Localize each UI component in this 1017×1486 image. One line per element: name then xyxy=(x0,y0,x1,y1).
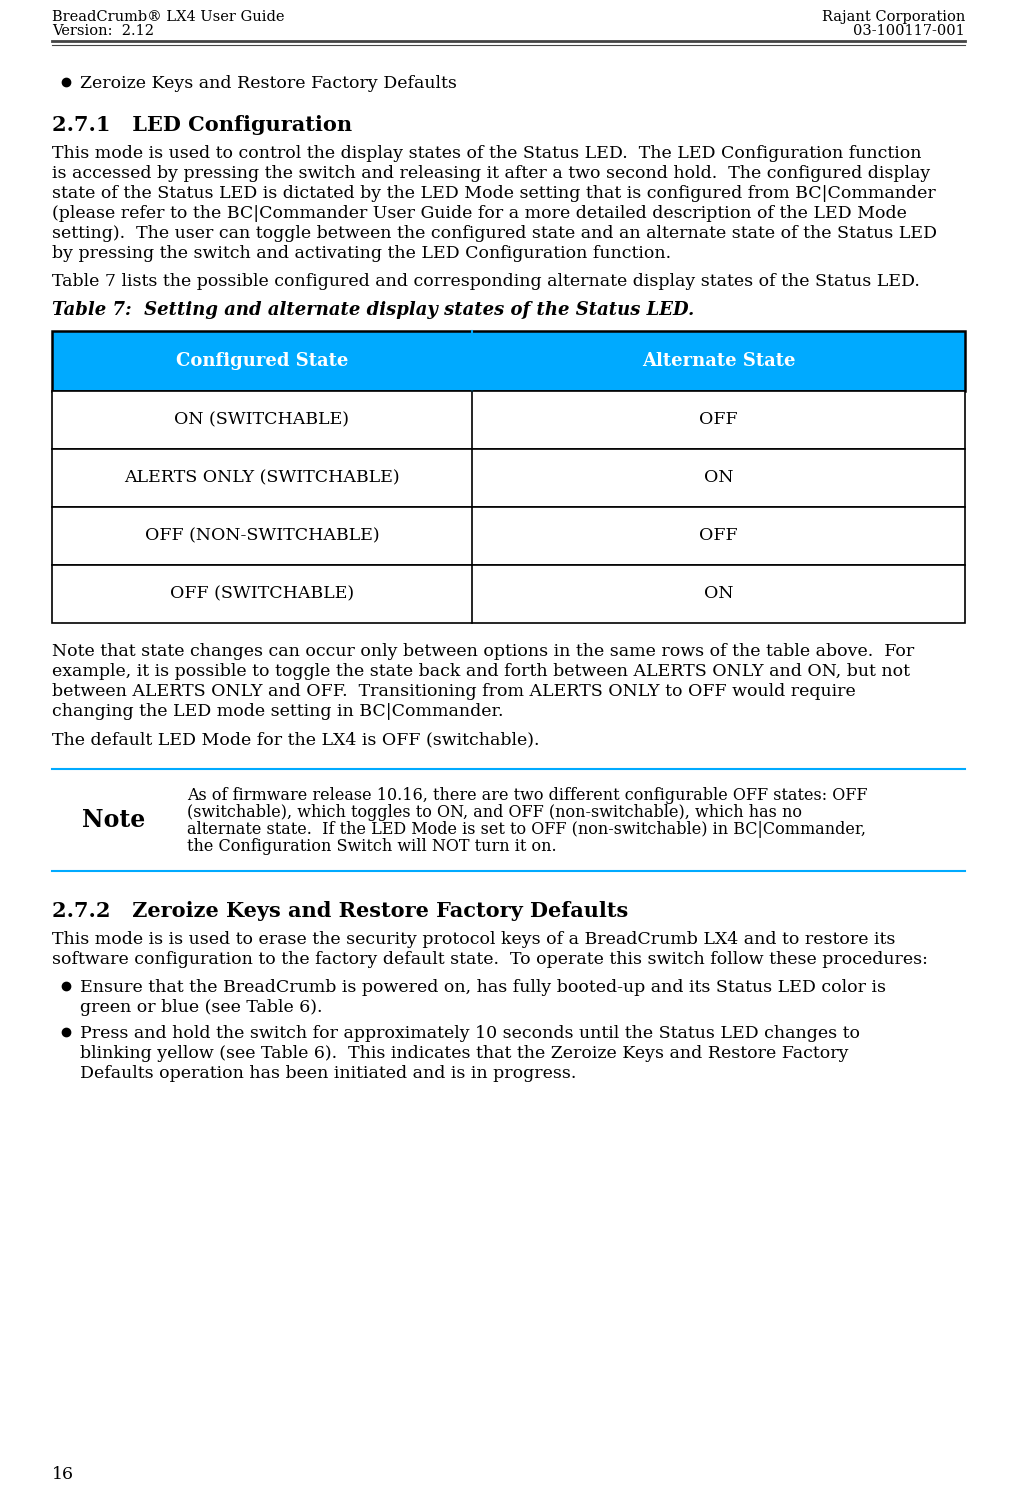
Text: OFF: OFF xyxy=(699,528,737,544)
Text: 16: 16 xyxy=(52,1467,74,1483)
Text: Note: Note xyxy=(82,808,145,832)
Text: OFF (SWITCHABLE): OFF (SWITCHABLE) xyxy=(170,585,354,602)
Text: 03-100117-001: 03-100117-001 xyxy=(853,24,965,39)
Text: This mode is is used to erase the security protocol keys of a BreadCrumb LX4 and: This mode is is used to erase the securi… xyxy=(52,932,895,948)
Text: Table 7 lists the possible configured and corresponding alternate display states: Table 7 lists the possible configured an… xyxy=(52,273,919,290)
Text: Note that state changes can occur only between options in the same rows of the t: Note that state changes can occur only b… xyxy=(52,643,914,660)
Text: Rajant Corporation: Rajant Corporation xyxy=(822,10,965,24)
Bar xyxy=(52,565,965,623)
Text: the Configuration Switch will NOT turn it on.: the Configuration Switch will NOT turn i… xyxy=(187,838,556,854)
Text: ON (SWITCHABLE): ON (SWITCHABLE) xyxy=(175,412,350,428)
Text: (please refer to the BC|Commander User Guide for a more detailed description of : (please refer to the BC|Commander User G… xyxy=(52,205,907,221)
Text: BreadCrumb® LX4 User Guide: BreadCrumb® LX4 User Guide xyxy=(52,10,285,24)
Bar xyxy=(52,449,965,507)
Text: Table 7:  Setting and alternate display states of the Status LED.: Table 7: Setting and alternate display s… xyxy=(52,302,695,319)
Text: green or blue (see Table 6).: green or blue (see Table 6). xyxy=(80,999,322,1016)
Text: The default LED Mode for the LX4 is OFF (switchable).: The default LED Mode for the LX4 is OFF … xyxy=(52,731,539,747)
Text: Press and hold the switch for approximately 10 seconds until the Status LED chan: Press and hold the switch for approximat… xyxy=(80,1025,860,1042)
Text: between ALERTS ONLY and OFF.  Transitioning from ALERTS ONLY to OFF would requir: between ALERTS ONLY and OFF. Transitioni… xyxy=(52,684,855,700)
Text: changing the LED mode setting in BC|Commander.: changing the LED mode setting in BC|Comm… xyxy=(52,703,503,721)
Text: 2.7.2   Zeroize Keys and Restore Factory Defaults: 2.7.2 Zeroize Keys and Restore Factory D… xyxy=(52,901,629,921)
Text: Defaults operation has been initiated and is in progress.: Defaults operation has been initiated an… xyxy=(80,1065,577,1082)
Bar xyxy=(52,391,965,449)
Text: Ensure that the BreadCrumb is powered on, has fully booted-up and its Status LED: Ensure that the BreadCrumb is powered on… xyxy=(80,979,886,996)
Text: alternate state.  If the LED Mode is set to OFF (non-switchable) in BC|Commander: alternate state. If the LED Mode is set … xyxy=(187,820,866,838)
Text: ON: ON xyxy=(704,585,733,602)
Text: by pressing the switch and activating the LED Configuration function.: by pressing the switch and activating th… xyxy=(52,245,671,262)
Text: setting).  The user can toggle between the configured state and an alternate sta: setting). The user can toggle between th… xyxy=(52,224,937,242)
Text: Alternate State: Alternate State xyxy=(642,352,795,370)
Text: ON: ON xyxy=(704,470,733,486)
Text: 2.7.1   LED Configuration: 2.7.1 LED Configuration xyxy=(52,114,352,135)
Text: is accessed by pressing the switch and releasing it after a two second hold.  Th: is accessed by pressing the switch and r… xyxy=(52,165,931,181)
Bar xyxy=(52,507,965,565)
Text: Zeroize Keys and Restore Factory Defaults: Zeroize Keys and Restore Factory Default… xyxy=(80,74,457,92)
Text: ALERTS ONLY (SWITCHABLE): ALERTS ONLY (SWITCHABLE) xyxy=(124,470,400,486)
Text: software configuration to the factory default state.  To operate this switch fol: software configuration to the factory de… xyxy=(52,951,928,967)
Text: example, it is possible to toggle the state back and forth between ALERTS ONLY a: example, it is possible to toggle the st… xyxy=(52,663,910,681)
Text: Version:  2.12: Version: 2.12 xyxy=(52,24,154,39)
Text: Configured State: Configured State xyxy=(176,352,348,370)
Text: This mode is used to control the display states of the Status LED.  The LED Conf: This mode is used to control the display… xyxy=(52,146,921,162)
Text: state of the Status LED is dictated by the LED Mode setting that is configured f: state of the Status LED is dictated by t… xyxy=(52,184,936,202)
Bar xyxy=(52,331,965,391)
Text: As of firmware release 10.16, there are two different configurable OFF states: O: As of firmware release 10.16, there are … xyxy=(187,788,868,804)
Text: OFF: OFF xyxy=(699,412,737,428)
Text: blinking yellow (see Table 6).  This indicates that the Zeroize Keys and Restore: blinking yellow (see Table 6). This indi… xyxy=(80,1045,848,1062)
Text: OFF (NON-SWITCHABLE): OFF (NON-SWITCHABLE) xyxy=(144,528,379,544)
Text: (switchable), which toggles to ON, and OFF (non-switchable), which has no: (switchable), which toggles to ON, and O… xyxy=(187,804,802,820)
